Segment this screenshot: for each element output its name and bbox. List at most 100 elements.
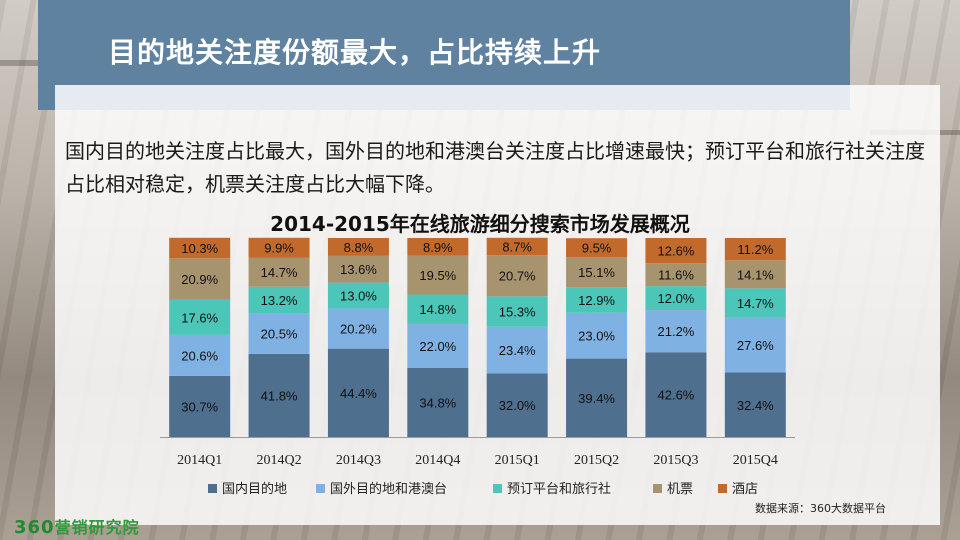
data-label: 9.9% bbox=[264, 241, 294, 256]
data-label: 14.1% bbox=[737, 267, 774, 282]
bar-segment bbox=[407, 367, 469, 437]
data-label: 9.5% bbox=[582, 241, 612, 256]
bar-segment bbox=[169, 299, 231, 335]
bar-segment bbox=[248, 313, 310, 354]
x-tick-label: 2015Q3 bbox=[653, 453, 698, 468]
data-label: 14.8% bbox=[419, 302, 456, 317]
data-label: 41.8% bbox=[261, 388, 298, 403]
data-label: 20.2% bbox=[340, 322, 377, 337]
x-tick-label: 2015Q4 bbox=[733, 453, 778, 468]
bar-segment bbox=[248, 286, 310, 314]
legend-swatch bbox=[493, 484, 502, 493]
x-tick-label: 2014Q3 bbox=[336, 453, 381, 468]
bar-segment bbox=[327, 255, 389, 283]
legend-label: 国外目的地和港澳台 bbox=[330, 481, 447, 497]
data-label: 13.6% bbox=[340, 262, 377, 277]
data-label: 32.0% bbox=[499, 398, 536, 413]
data-label: 32.4% bbox=[737, 398, 774, 413]
data-label: 10.3% bbox=[181, 241, 218, 256]
bar-segment bbox=[407, 294, 469, 324]
bar-segment bbox=[486, 255, 548, 297]
data-label: 44.4% bbox=[340, 386, 377, 401]
data-label: 13.0% bbox=[340, 289, 377, 304]
data-label: 11.2% bbox=[737, 242, 773, 257]
data-label: 14.7% bbox=[737, 296, 774, 311]
bar-segment bbox=[486, 296, 548, 327]
data-label: 15.3% bbox=[499, 305, 536, 320]
bar-segment bbox=[566, 358, 628, 437]
bar-segment bbox=[248, 353, 310, 437]
bar-segment bbox=[566, 287, 628, 313]
x-tick-label: 2014Q2 bbox=[257, 453, 302, 468]
data-label: 12.9% bbox=[578, 293, 615, 308]
legend-swatch bbox=[316, 484, 325, 493]
slide-description: 国内目的地关注度占比最大，国外目的地和港澳台关注度占比增速最快；预订平台和旅行社… bbox=[65, 139, 925, 196]
bar-segment bbox=[327, 348, 389, 437]
bar-segment bbox=[645, 286, 707, 311]
background-beam bbox=[0, 60, 60, 66]
bar-segment bbox=[645, 352, 707, 437]
data-label: 22.0% bbox=[419, 339, 456, 354]
bar-segment bbox=[248, 237, 310, 258]
bar-segment bbox=[724, 238, 786, 261]
bar-segment bbox=[169, 258, 231, 300]
bar-segment bbox=[566, 312, 628, 359]
bar-segment bbox=[645, 238, 707, 264]
bar-segment bbox=[248, 257, 310, 287]
logo-number: 360 bbox=[14, 517, 55, 538]
legend-swatch bbox=[718, 484, 727, 493]
data-label: 11.6% bbox=[658, 268, 694, 283]
data-label: 12.0% bbox=[658, 291, 695, 306]
slide-title: 目的地关注度份额最大，占比持续上升 bbox=[108, 36, 602, 69]
legend-label: 机票 bbox=[667, 482, 693, 497]
data-label: 39.4% bbox=[578, 391, 615, 406]
bar-segment bbox=[407, 323, 469, 368]
data-label: 13.2% bbox=[261, 293, 298, 308]
bar-segment bbox=[566, 257, 628, 288]
legend-label: 预订平台和旅行社 bbox=[507, 481, 611, 497]
chart-title: 2014-2015年在线旅游细分搜索市场发展概况 bbox=[270, 212, 690, 236]
bar-segment bbox=[327, 282, 389, 309]
bar-segment bbox=[645, 310, 707, 353]
data-label: 19.5% bbox=[419, 268, 456, 283]
data-label: 8.8% bbox=[344, 240, 374, 255]
data-label: 21.2% bbox=[658, 324, 695, 339]
bar-segment bbox=[327, 238, 389, 256]
bar-segment bbox=[327, 308, 389, 349]
legend-swatch bbox=[208, 484, 217, 493]
data-label: 20.6% bbox=[181, 348, 218, 363]
data-source: 数据来源：360大数据平台 bbox=[755, 502, 886, 515]
brand-logo: 360营销研究院 bbox=[14, 514, 140, 538]
bar-segment bbox=[169, 375, 231, 437]
x-tick-label: 2014Q4 bbox=[415, 453, 460, 468]
legend-label: 酒店 bbox=[732, 482, 758, 497]
data-label: 23.0% bbox=[578, 329, 615, 344]
legend-label: 国内目的地 bbox=[222, 481, 287, 497]
data-label: 42.6% bbox=[658, 388, 695, 403]
legend-swatch bbox=[653, 484, 662, 493]
x-tick-label: 2015Q1 bbox=[495, 453, 540, 468]
x-tick-label: 2014Q1 bbox=[177, 453, 222, 468]
logo-text: 营销研究院 bbox=[54, 518, 140, 537]
data-label: 8.9% bbox=[423, 240, 453, 255]
bar-segment bbox=[724, 317, 786, 373]
data-label: 27.6% bbox=[737, 338, 774, 353]
x-tick-label: 2015Q2 bbox=[574, 453, 619, 468]
data-label: 20.5% bbox=[261, 326, 298, 341]
bar-segment bbox=[724, 372, 786, 437]
bar-segment bbox=[724, 260, 786, 289]
bar-segment bbox=[724, 288, 786, 318]
data-label: 15.1% bbox=[578, 265, 615, 280]
bar-segment bbox=[407, 238, 469, 256]
data-label: 17.6% bbox=[181, 310, 218, 325]
bar-segment bbox=[486, 326, 548, 374]
bar-segment bbox=[169, 237, 231, 259]
bar-segment bbox=[566, 238, 628, 258]
data-label: 34.8% bbox=[419, 395, 456, 410]
bar-segment bbox=[407, 255, 469, 295]
bar-segment bbox=[486, 373, 548, 437]
data-label: 20.9% bbox=[181, 272, 218, 287]
data-label: 20.7% bbox=[499, 269, 536, 284]
data-label: 8.7% bbox=[502, 239, 532, 254]
